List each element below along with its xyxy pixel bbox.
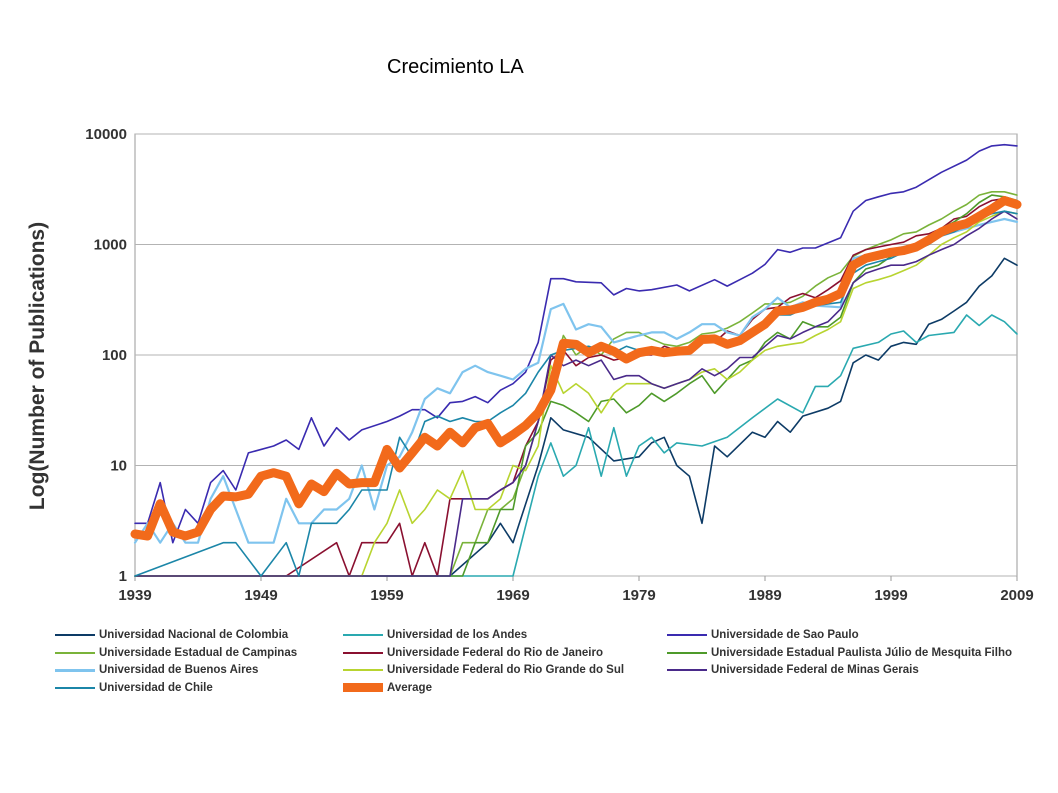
legend-item: Universidade Federal de Minas Gerais [667, 661, 919, 679]
series-line-0 [134, 257, 1018, 577]
y-tick-label: 1 [119, 568, 127, 585]
x-tick-label: 1979 [622, 587, 655, 604]
legend-swatch [667, 651, 707, 654]
series-line-1 [134, 314, 1018, 577]
legend-label: Universidad de los Andes [387, 629, 528, 641]
series-line-8 [134, 210, 1018, 577]
legend-item: Universidade de Sao Paulo [667, 626, 859, 644]
legend-label: Universidade Estadual de Campinas [99, 646, 298, 659]
legend-item: Universidade Federal do Rio Grande do Su… [343, 661, 624, 679]
legend-swatch [55, 634, 95, 636]
x-tick-label: 1939 [118, 587, 151, 604]
series-line-3 [134, 191, 1018, 577]
legend-swatch [343, 683, 383, 692]
legend-label: Universidade Estadual Paulista Júlio de … [711, 646, 1012, 659]
y-tick-label: 10 [110, 458, 127, 475]
legend-label: Universidad de Buenos Aires [99, 664, 259, 676]
x-tick-label: 1949 [244, 587, 277, 604]
legend-label: Universidade de Sao Paulo [711, 629, 859, 641]
legend-label: Universidade Federal do Rio Grande do Su… [387, 664, 625, 676]
legend-label: Universidad de Chile [99, 681, 213, 694]
legend-item: Universidade Estadual de Campinas [55, 644, 297, 662]
x-tick-label: 1969 [496, 587, 529, 604]
y-tick-label: 100 [102, 347, 127, 364]
series-line-2 [134, 143, 1018, 544]
y-axis-ticks: 1 10 100 1000 10000 [85, 126, 127, 585]
legend-item: Universidade Estadual Paulista Júlio de … [667, 644, 1012, 662]
y-tick-label: 10000 [85, 126, 127, 143]
x-tick-label: 2009 [1000, 587, 1033, 604]
legend-swatch [55, 668, 95, 672]
x-tick-label: 1999 [874, 587, 907, 604]
series-line-10 [130, 196, 1022, 541]
series-line-9 [134, 210, 1018, 577]
legend-swatch [343, 634, 383, 636]
x-axis-ticks: 1939 1949 1959 1969 1979 1989 1999 2009 [118, 576, 1034, 604]
series-layer [130, 143, 1022, 577]
y-tick-label: 1000 [94, 237, 127, 254]
legend-label: Universidade Federal do Rio de Janeiro [387, 646, 604, 659]
legend-swatch [343, 651, 383, 654]
legend-item: Universidad Nacional de Colombia [55, 626, 288, 644]
legend-item: Universidad de los Andes [343, 626, 527, 644]
legend-item: Average [343, 679, 432, 697]
legend-swatch [667, 634, 707, 636]
x-tick-label: 1959 [370, 587, 403, 604]
legend-label: Universidade Federal de Minas Gerais [711, 664, 919, 676]
chart-plot: 1939 1949 1959 1969 1979 1989 1999 2009 1101001… [26, 126, 1034, 604]
chart-title: Crecimiento LA [387, 56, 524, 78]
legend-swatch [343, 669, 383, 671]
y-axis-label: Log(Number of Publications) [26, 222, 49, 510]
legend-item: Universidad de Chile [55, 679, 213, 697]
legend-label: Universidad Nacional de Colombia [99, 629, 289, 641]
x-tick-label: 1989 [748, 587, 781, 604]
series-line-7 [134, 210, 1018, 577]
legend-swatch [55, 651, 95, 654]
legend-swatch [667, 669, 707, 671]
legend-item: Universidade Federal do Rio de Janeiro [343, 644, 603, 662]
legend-swatch [55, 686, 95, 689]
legend-label: Average [387, 681, 432, 694]
legend-item: Universidad de Buenos Aires [55, 661, 258, 679]
